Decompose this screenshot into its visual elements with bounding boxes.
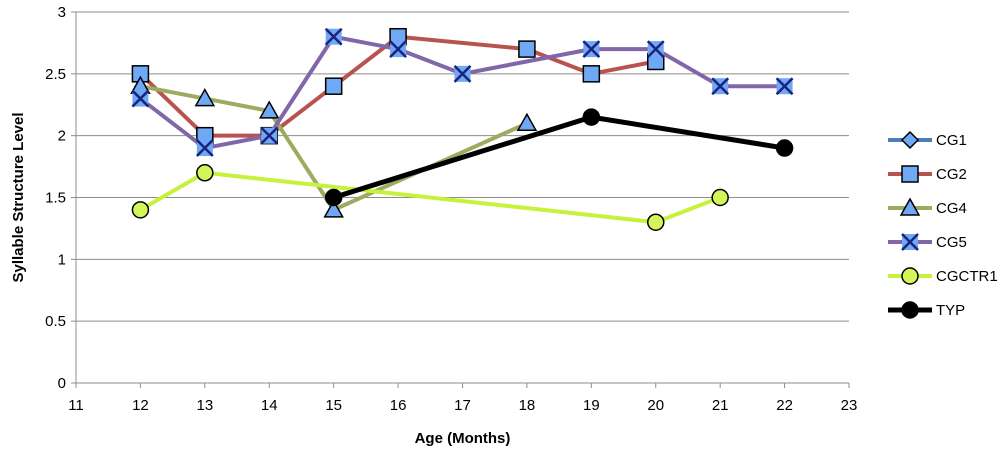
legend-entry-cgctr1: CGCTR1 [888, 267, 998, 285]
legend-marker-typ [901, 301, 919, 319]
legend-entry-cg2: CG2 [888, 165, 967, 183]
data-point-cg5 [324, 27, 343, 46]
y-tick-label: 2.5 [45, 66, 66, 83]
axes: 0 0.5 1 1.5 2 2.5 3 11 12 13 14 15 16 17 18 19 20 21 22 23 [45, 4, 857, 414]
legend-marker-cg4 [899, 197, 921, 216]
legend-label-cg2: CG2 [936, 166, 967, 183]
y-tick-label: 1.5 [45, 190, 66, 207]
data-point-cg2 [324, 77, 343, 95]
data-point-cg2 [518, 40, 536, 58]
legend-marker-cg5 [901, 233, 919, 251]
data-point-cg5 [646, 40, 665, 58]
marker-stroke [901, 233, 919, 251]
series-line-cgctr1 [139, 170, 721, 225]
grid [76, 11, 849, 322]
y-tick-label: 0 [58, 375, 66, 392]
series-cg5 [131, 27, 794, 157]
marker-stroke [324, 27, 343, 46]
data-point-cg4 [323, 199, 344, 218]
series-cg4 [130, 75, 538, 218]
x-tick-label: 18 [519, 397, 536, 414]
legend-entry-typ: TYP [888, 301, 965, 319]
marker-stroke [453, 64, 472, 83]
y-axis-title: Syllable Structure Level [10, 112, 27, 282]
y-tick-label: 2 [58, 128, 66, 145]
series-line-cg5 [139, 34, 785, 151]
legend-marker-cg1 [900, 130, 920, 150]
x-tick-label: 15 [325, 397, 342, 414]
data-point-typ [582, 108, 601, 126]
x-tick-label: 17 [454, 397, 471, 414]
y-tick-label: 1 [58, 251, 66, 268]
x-tick-label: 12 [132, 397, 149, 414]
data-point-cgctr1 [711, 188, 729, 207]
x-tick-label: 19 [583, 397, 600, 414]
y-tick-label: 0.5 [45, 313, 66, 330]
series-typ [324, 108, 794, 207]
x-tick-label: 22 [776, 397, 793, 414]
legend-label-cg5: CG5 [936, 234, 967, 251]
data-point-cgctr1 [647, 213, 665, 231]
x-tick-label: 11 [68, 397, 84, 414]
data-point-cg5 [260, 126, 279, 145]
x-tick-label: 21 [712, 397, 729, 414]
data-point-cg4 [194, 88, 216, 107]
marker-stroke [131, 89, 150, 108]
data-point-cg4 [258, 100, 280, 119]
data-point-cg5 [195, 139, 214, 157]
data-point-typ [775, 139, 794, 157]
data-point-cg5 [711, 77, 730, 96]
x-axis-title: Age (Months) [415, 430, 511, 447]
x-tick-label: 16 [390, 397, 407, 414]
data-point-cgctr1 [196, 164, 214, 182]
marker-stroke [711, 77, 730, 96]
data-point-cg5 [453, 64, 472, 83]
marker-stroke [646, 40, 665, 58]
legend-label-cg4: CG4 [936, 200, 967, 217]
marker-stroke [775, 77, 794, 96]
legend-label-typ: TYP [936, 302, 965, 319]
series-lines [130, 27, 794, 231]
data-point-cg5 [131, 89, 150, 108]
x-tick-label: 14 [261, 397, 278, 414]
legend-marker-cgctr1 [901, 267, 919, 285]
data-point-cg5 [582, 40, 601, 58]
x-tick-label: 20 [647, 397, 664, 414]
legend-entry-cg4: CG4 [888, 197, 967, 217]
marker-stroke [389, 40, 407, 58]
data-point-cg5 [775, 77, 794, 96]
y-tick-label: 3 [58, 4, 66, 21]
marker-stroke [582, 40, 601, 58]
data-point-typ [324, 188, 343, 207]
marker-stroke [260, 126, 279, 145]
data-point-cg2 [582, 65, 601, 83]
series-line-cg2 [139, 34, 657, 138]
data-point-cg4 [516, 112, 538, 132]
data-point-cg5 [389, 40, 407, 58]
legend-label-cg1: CG1 [936, 132, 967, 149]
legend-entry-cg1: CG1 [888, 130, 967, 150]
x-tick-label: 13 [196, 397, 213, 414]
marker-stroke [195, 139, 214, 157]
legend-entry-cg5: CG5 [888, 233, 967, 251]
series-cgctr1 [131, 164, 729, 231]
series-line-typ [332, 114, 785, 200]
legend-label-cgctr1: CGCTR1 [936, 268, 998, 285]
legend-marker-cg2 [901, 165, 919, 183]
legend: CG1 CG2 CG4 CG5 CGCTR1 TYP [888, 130, 998, 319]
data-point-cgctr1 [131, 201, 150, 219]
x-tick-label: 23 [841, 397, 858, 414]
